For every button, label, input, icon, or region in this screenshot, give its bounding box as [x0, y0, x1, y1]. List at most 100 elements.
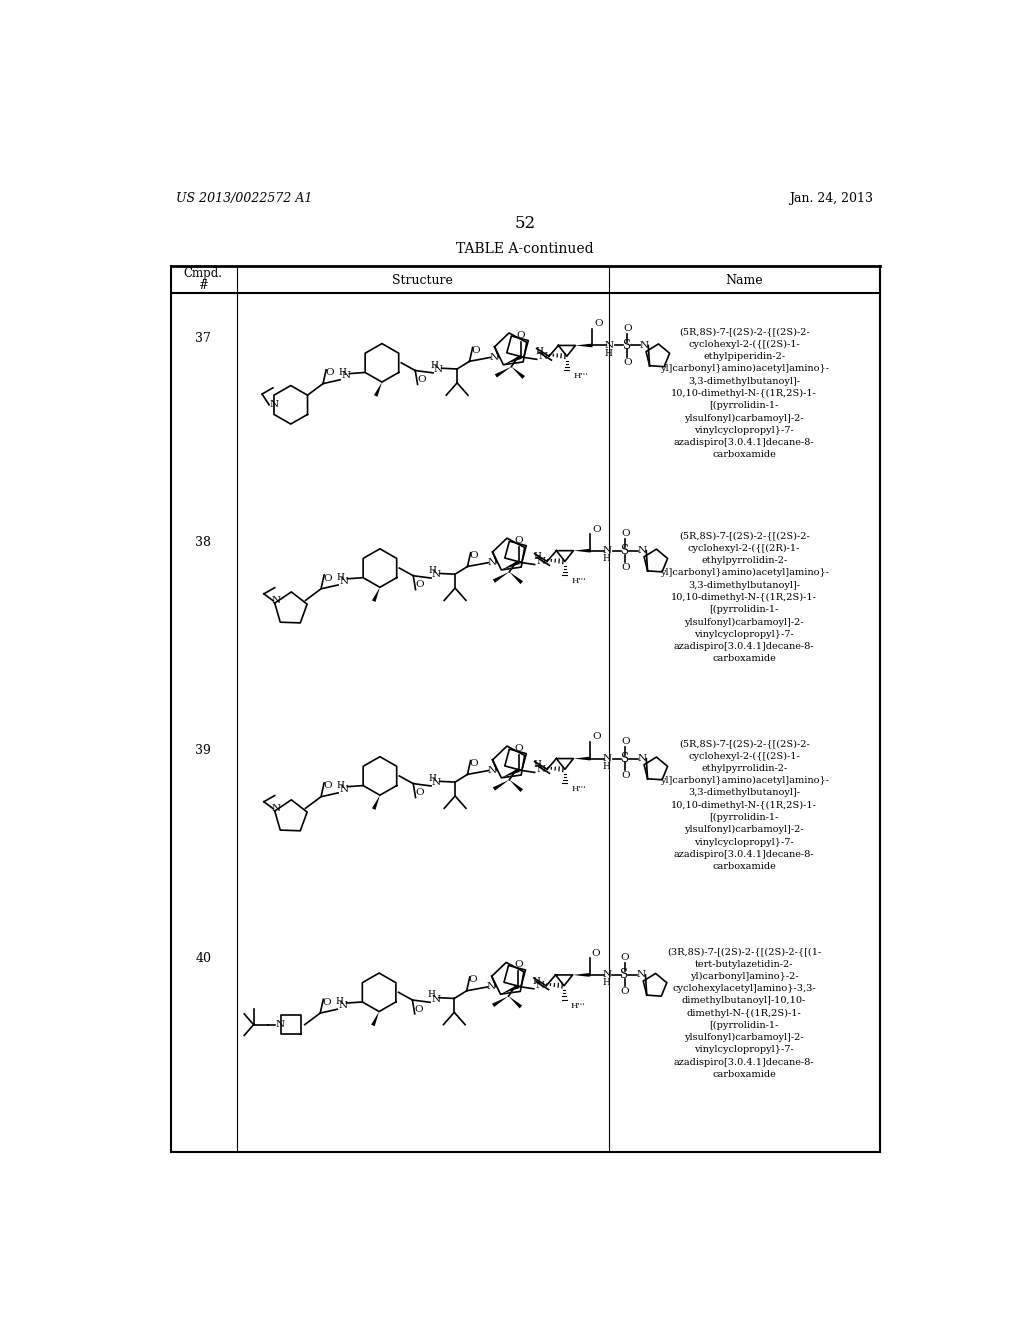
- Text: H: H: [337, 780, 344, 789]
- Text: O: O: [469, 552, 478, 560]
- Text: O: O: [323, 781, 332, 791]
- Text: N: N: [539, 351, 548, 360]
- Text: N: N: [487, 982, 496, 991]
- Text: H: H: [337, 573, 344, 582]
- Text: O: O: [415, 788, 424, 797]
- Text: O: O: [621, 953, 629, 962]
- Text: O: O: [621, 987, 629, 997]
- Text: TABLE A-continued: TABLE A-continued: [456, 243, 594, 256]
- Text: O: O: [323, 998, 331, 1007]
- Polygon shape: [372, 795, 380, 810]
- Text: 37: 37: [196, 331, 211, 345]
- Text: N: N: [487, 766, 497, 775]
- Text: O: O: [515, 536, 523, 545]
- Polygon shape: [495, 367, 511, 378]
- Text: N: N: [603, 546, 612, 556]
- Text: N: N: [271, 804, 281, 813]
- Text: US 2013/0022572 A1: US 2013/0022572 A1: [176, 191, 312, 205]
- Text: N: N: [489, 352, 499, 362]
- Polygon shape: [372, 587, 380, 602]
- Text: O: O: [323, 574, 332, 582]
- Text: O: O: [592, 524, 601, 533]
- Polygon shape: [492, 997, 509, 1007]
- Text: Cmpd.: Cmpd.: [183, 268, 222, 280]
- Text: N: N: [431, 995, 440, 1003]
- Text: N: N: [434, 366, 443, 375]
- Polygon shape: [501, 985, 519, 994]
- Polygon shape: [511, 367, 525, 379]
- Text: N: N: [637, 754, 646, 763]
- Polygon shape: [509, 780, 523, 792]
- Text: Structure: Structure: [392, 273, 453, 286]
- Text: H: H: [603, 554, 610, 562]
- Text: H: H: [336, 997, 343, 1006]
- Text: H: H: [602, 978, 610, 987]
- Text: O: O: [514, 961, 522, 969]
- Text: N: N: [537, 764, 546, 774]
- Text: H: H: [534, 552, 541, 561]
- Text: O: O: [469, 975, 477, 985]
- Text: O: O: [621, 564, 630, 572]
- Text: O: O: [515, 744, 523, 752]
- Polygon shape: [502, 561, 520, 570]
- Text: N: N: [637, 546, 646, 556]
- Text: N: N: [432, 570, 441, 579]
- Polygon shape: [374, 381, 382, 397]
- Polygon shape: [493, 780, 509, 791]
- Text: O: O: [592, 949, 600, 958]
- Polygon shape: [509, 572, 523, 585]
- Text: N: N: [605, 341, 614, 350]
- Polygon shape: [502, 768, 520, 777]
- Text: Name: Name: [725, 273, 763, 286]
- Text: O: O: [594, 319, 603, 329]
- Text: N: N: [271, 597, 281, 606]
- Text: N: N: [339, 1001, 348, 1010]
- Text: 38: 38: [196, 536, 211, 549]
- Polygon shape: [575, 343, 593, 347]
- Text: H: H: [339, 367, 346, 376]
- Polygon shape: [493, 572, 509, 583]
- Text: O: O: [621, 737, 630, 746]
- Text: O: O: [623, 323, 632, 333]
- Text: H: H: [431, 360, 438, 370]
- Text: H: H: [603, 762, 610, 771]
- Text: N: N: [603, 754, 612, 763]
- Polygon shape: [573, 549, 591, 553]
- Text: O: O: [417, 375, 426, 384]
- Text: O: O: [471, 346, 480, 355]
- Text: Jan. 24, 2013: Jan. 24, 2013: [790, 191, 873, 205]
- Text: N: N: [537, 557, 546, 566]
- Text: H: H: [428, 990, 436, 999]
- Text: N: N: [432, 779, 441, 787]
- Text: S: S: [621, 969, 629, 982]
- Text: 52: 52: [514, 215, 536, 232]
- Polygon shape: [504, 355, 522, 364]
- Text: H: H: [536, 347, 543, 356]
- Text: N: N: [342, 371, 351, 380]
- Text: 39: 39: [196, 743, 211, 756]
- Text: H''': H''': [571, 785, 586, 793]
- Text: N: N: [340, 784, 349, 793]
- Text: #: #: [199, 279, 208, 292]
- Text: (5R,8S)-7-[(2S)-2-{[(2S)-2-
cyclohexyl-2-({[(2S)-1-
ethylpiperidin-2-
yl]carbony: (5R,8S)-7-[(2S)-2-{[(2S)-2- cyclohexyl-2…: [659, 327, 828, 459]
- Text: N: N: [269, 400, 279, 409]
- Text: O: O: [621, 529, 630, 539]
- Text: N: N: [536, 981, 545, 990]
- Text: H''': H''': [571, 577, 586, 586]
- Text: S: S: [622, 752, 630, 766]
- Text: H: H: [534, 760, 541, 770]
- Text: O: O: [325, 368, 334, 378]
- Text: N: N: [340, 577, 349, 586]
- Text: H: H: [532, 977, 540, 986]
- Text: O: O: [469, 759, 478, 768]
- Text: O: O: [415, 581, 424, 590]
- Text: S: S: [624, 339, 632, 352]
- Text: H: H: [605, 348, 612, 358]
- Text: H: H: [429, 774, 436, 783]
- Text: N: N: [639, 341, 648, 350]
- Text: H''': H''': [570, 1002, 585, 1010]
- Text: O: O: [517, 331, 525, 341]
- Text: S: S: [622, 544, 630, 557]
- Polygon shape: [572, 973, 590, 977]
- Text: N: N: [487, 558, 497, 568]
